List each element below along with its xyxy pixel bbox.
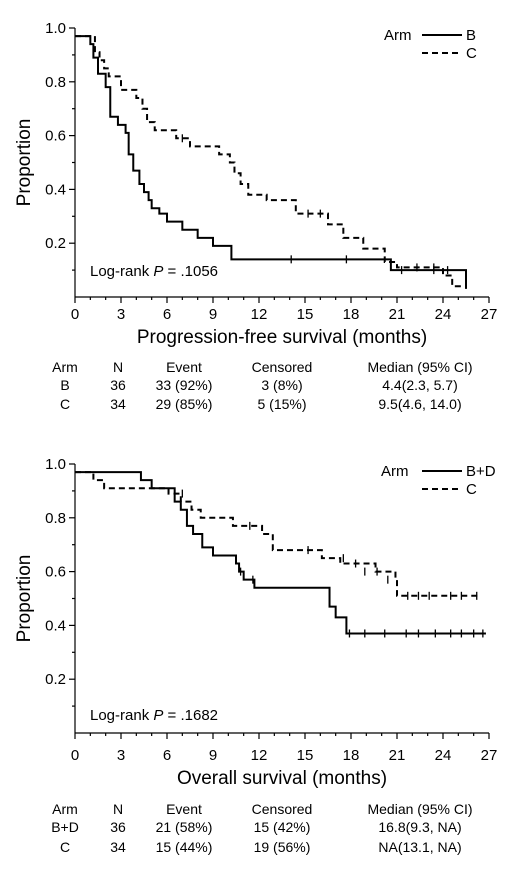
y-tick-label: 0.6 xyxy=(45,128,66,145)
x-tick-label: 6 xyxy=(163,306,171,323)
table-header: Arm xyxy=(52,801,78,817)
y-tick-label: 0.4 xyxy=(45,181,66,198)
y-tick-label: 0.6 xyxy=(45,564,66,581)
table-cell: 16.8(9.3, NA) xyxy=(378,819,461,835)
table-header: Censored xyxy=(252,801,313,817)
x-tick-label: 6 xyxy=(163,747,171,764)
x-tick-label: 12 xyxy=(251,747,268,764)
table-cell: 9.5(4.6, 14.0) xyxy=(378,396,461,412)
x-tick-label: 0 xyxy=(71,306,79,323)
y-tick-label: 0.4 xyxy=(45,617,66,634)
table-cell: 4.4(2.3, 5.7) xyxy=(382,377,458,393)
log-rank-annotation: Log-rank P = .1056 xyxy=(90,263,218,280)
table-cell: 3 (8%) xyxy=(261,377,302,393)
x-tick-label: 21 xyxy=(389,306,406,323)
table-cell: 15 (44%) xyxy=(156,839,213,855)
legend-label: C xyxy=(466,481,477,498)
x-tick-label: 27 xyxy=(481,747,498,764)
table-header: Median (95% CI) xyxy=(367,359,472,375)
x-tick-label: 18 xyxy=(343,306,360,323)
table-cell: 36 xyxy=(110,819,126,835)
survival-curve-b-d xyxy=(75,471,486,635)
x-axis-title: Overall survival (months) xyxy=(177,768,387,789)
table-cell: C xyxy=(60,839,70,855)
x-tick-label: 18 xyxy=(343,747,360,764)
table-row: B+D 36 21 (58%) 15 (42%) 16.8(9.3, NA) xyxy=(51,819,461,835)
table-cell: 19 (56%) xyxy=(254,839,311,855)
table-cell: 34 xyxy=(110,396,126,412)
table-row: C 34 29 (85%) 5 (15%) 9.5(4.6, 14.0) xyxy=(60,396,462,412)
table-row: C 34 15 (44%) 19 (56%) NA(13.1, NA) xyxy=(60,839,462,855)
legend-label: C xyxy=(466,45,477,62)
table-row: B 36 33 (92%) 3 (8%) 4.4(2.3, 5.7) xyxy=(60,377,457,393)
table-header: N xyxy=(113,801,123,817)
x-tick-label: 9 xyxy=(209,306,217,323)
table-header: Event xyxy=(166,801,202,817)
y-tick-label: 0.8 xyxy=(45,74,66,91)
x-tick-label: 27 xyxy=(481,306,498,323)
x-tick-label: 12 xyxy=(251,306,268,323)
x-axis-title: Progression-free survival (months) xyxy=(137,327,427,348)
survival-curve-c xyxy=(75,35,465,288)
x-tick-label: 3 xyxy=(117,747,125,764)
x-tick-label: 24 xyxy=(435,747,452,764)
survival-curve-c xyxy=(75,471,480,597)
log-rank-annotation: Log-rank P = .1682 xyxy=(90,707,218,724)
survival-curve-b xyxy=(75,35,467,289)
table-header: Median (95% CI) xyxy=(367,801,472,817)
table-cell: 15 (42%) xyxy=(254,819,311,835)
table-cell: B xyxy=(60,377,69,393)
x-tick-label: 9 xyxy=(209,747,217,764)
legend-title: Arm xyxy=(381,463,409,480)
legend-label: B+D xyxy=(466,463,496,480)
legend-label: B xyxy=(466,27,476,44)
legend-title: Arm xyxy=(384,27,412,44)
y-axis-title: Proportion xyxy=(14,555,35,643)
x-tick-label: 15 xyxy=(297,306,314,323)
summary-table: Arm N Event Censored Median (95% CI) B+D 36 21 … xyxy=(51,801,472,855)
table-cell: 21 (58%) xyxy=(156,819,213,835)
table-cell: 5 (15%) xyxy=(257,396,306,412)
summary-table: Arm N Event Censored Median (95% CI) B 36 33 (9… xyxy=(52,359,472,412)
y-axis-title: Proportion xyxy=(14,119,35,207)
table-cell: 34 xyxy=(110,839,126,855)
y-tick-label: 1.0 xyxy=(45,456,66,473)
table-header: Censored xyxy=(252,359,313,375)
x-tick-label: 3 xyxy=(117,306,125,323)
table-cell: B+D xyxy=(51,819,79,835)
x-tick-label: 21 xyxy=(389,747,406,764)
y-tick-label: 0.2 xyxy=(45,671,66,688)
y-tick-label: 0.2 xyxy=(45,235,66,252)
km-chart-1: 0.20.40.60.81.00 3 6 9 12 15 18 21 24 27Progressi… xyxy=(14,20,497,412)
table-cell: NA(13.1, NA) xyxy=(378,839,461,855)
table-cell: 33 (92%) xyxy=(156,377,213,393)
table-cell: 29 (85%) xyxy=(156,396,213,412)
table-header: N xyxy=(113,359,123,375)
y-tick-label: 1.0 xyxy=(45,20,66,37)
x-tick-label: 0 xyxy=(71,747,79,764)
x-tick-label: 24 xyxy=(435,306,452,323)
table-cell: 36 xyxy=(110,377,126,393)
y-tick-label: 0.8 xyxy=(45,510,66,527)
table-cell: C xyxy=(60,396,70,412)
x-tick-label: 15 xyxy=(297,747,314,764)
table-header: Event xyxy=(166,359,202,375)
table-header: Arm xyxy=(52,359,78,375)
